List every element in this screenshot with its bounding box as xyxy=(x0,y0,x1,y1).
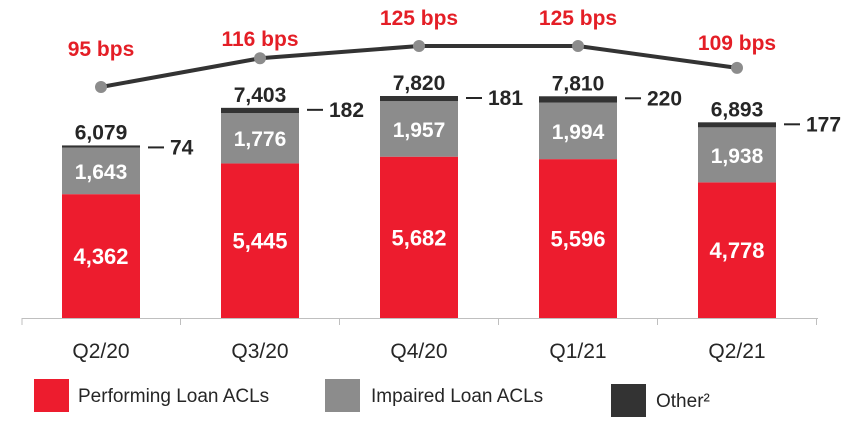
performing-bar xyxy=(539,159,617,318)
bps-point xyxy=(95,81,107,93)
legend-label: Performing Loan ACLs xyxy=(78,386,269,407)
x-tick-label: Q1/21 xyxy=(549,340,606,363)
performing-bar xyxy=(698,182,776,318)
other-bar xyxy=(539,96,617,103)
bps-point xyxy=(572,40,584,52)
impaired-value-label: 1,994 xyxy=(552,121,605,144)
bps-point xyxy=(254,52,266,65)
total-value-label: 6,893 xyxy=(711,98,764,121)
x-tick-label: Q2/21 xyxy=(708,340,765,363)
legend-label: Impaired Loan ACLs xyxy=(371,386,543,407)
performing-value-label: 4,778 xyxy=(709,238,764,263)
impaired-value-label: 1,643 xyxy=(75,161,128,184)
other-value-label: 182 xyxy=(329,99,364,122)
impaired-value-label: 1,938 xyxy=(711,145,764,168)
other-value-label: 74 xyxy=(170,136,194,159)
performing-value-label: 5,445 xyxy=(232,229,287,254)
other-value-label: 177 xyxy=(806,113,841,136)
impaired-bar xyxy=(380,101,458,157)
x-tick-label: Q2/20 xyxy=(72,340,129,363)
other-value-label: 220 xyxy=(647,87,682,110)
performing-bar xyxy=(221,163,299,318)
x-tick-label: Q4/20 xyxy=(390,340,447,363)
bps-point xyxy=(413,40,425,52)
total-value-label: 7,810 xyxy=(552,72,605,95)
total-value-label: 7,820 xyxy=(393,72,446,95)
legend-label: Other² xyxy=(656,391,710,412)
total-value-label: 6,079 xyxy=(75,121,128,144)
bps-value-label: 125 bps xyxy=(539,7,617,30)
performing-value-label: 4,362 xyxy=(73,244,128,269)
x-tick-label: Q3/20 xyxy=(231,340,288,363)
bps-value-label: 109 bps xyxy=(698,32,776,55)
legend-swatch xyxy=(325,379,360,412)
impaired-bar xyxy=(221,113,299,164)
impaired-value-label: 1,957 xyxy=(393,119,446,142)
bps-value-label: 95 bps xyxy=(68,38,135,61)
impaired-bar xyxy=(539,102,617,160)
performing-value-label: 5,682 xyxy=(391,225,446,250)
other-bar xyxy=(221,107,299,114)
total-value-label: 7,403 xyxy=(234,84,287,107)
performing-value-label: 5,596 xyxy=(550,227,605,252)
bps-point xyxy=(731,61,743,74)
performing-bar xyxy=(62,194,140,318)
impaired-value-label: 1,776 xyxy=(234,128,287,151)
other-bar xyxy=(62,145,140,148)
impaired-bar xyxy=(698,127,776,183)
bps-value-label: 125 bps xyxy=(380,7,458,30)
other-bar xyxy=(380,96,458,102)
legend-swatch xyxy=(611,384,646,417)
legend-swatch xyxy=(34,379,69,412)
impaired-bar xyxy=(62,147,140,195)
bps-value-label: 116 bps xyxy=(221,28,298,51)
performing-bar xyxy=(380,156,458,318)
other-bar xyxy=(698,122,776,128)
other-value-label: 181 xyxy=(488,87,523,110)
